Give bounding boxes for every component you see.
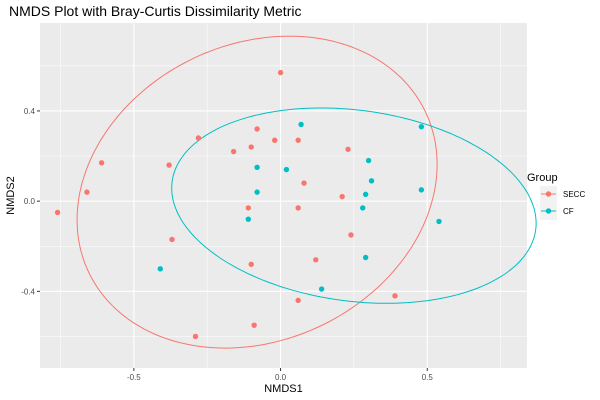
x-axis-title: NMDS1	[264, 383, 303, 395]
point-secc	[345, 146, 351, 152]
point-secc	[98, 160, 105, 166]
legend-title: Group	[527, 172, 558, 184]
point-secc	[84, 189, 90, 195]
point-secc	[192, 333, 199, 340]
point-cf	[298, 121, 304, 128]
point-secc	[271, 137, 278, 143]
ellipses	[76, 35, 537, 349]
point-secc	[392, 293, 398, 299]
point-secc	[277, 69, 284, 76]
point-cf	[362, 254, 369, 261]
point-cf	[365, 157, 372, 164]
point-cf	[318, 286, 325, 292]
point-secc	[251, 322, 257, 328]
legend-point-cf	[545, 208, 552, 214]
x-tick-label: 0.5	[422, 373, 434, 382]
point-secc	[248, 144, 254, 150]
point-secc	[245, 205, 251, 211]
y-tick-label: -0.4	[21, 287, 35, 296]
point-secc	[313, 257, 319, 263]
x-tick-label: -0.5	[127, 373, 141, 382]
point-secc	[169, 236, 175, 243]
point-cf	[360, 205, 366, 211]
x-tick-label: 0.0	[275, 373, 287, 382]
legend-point-secc	[545, 191, 552, 197]
point-secc	[195, 135, 202, 141]
y-axis-title: NMDS2	[5, 176, 17, 215]
point-secc	[348, 232, 354, 238]
point-secc	[339, 193, 345, 200]
point-cf	[254, 189, 260, 195]
point-secc	[295, 205, 301, 211]
point-cf	[254, 164, 260, 171]
point-secc	[254, 126, 260, 132]
legend-label-secc: SECC	[563, 190, 585, 199]
point-cf	[418, 124, 425, 130]
point-secc	[54, 209, 61, 216]
grid-major	[40, 23, 527, 368]
point-cf	[283, 166, 290, 173]
plot-panel	[40, 23, 527, 368]
point-secc	[230, 148, 237, 155]
point-cf	[418, 187, 425, 193]
points	[54, 69, 442, 340]
point-secc	[166, 162, 172, 168]
legend: Group SECC CF	[527, 172, 585, 220]
legend-label-cf: CF	[563, 207, 574, 216]
x-axis: -0.5 0.0 0.5	[127, 368, 433, 382]
point-secc	[248, 261, 254, 267]
point-cf	[362, 191, 369, 198]
point-cf	[436, 218, 442, 225]
point-secc	[301, 180, 307, 186]
point-secc	[295, 297, 301, 304]
chart-title: NMDS Plot with Bray-Curtis Dissimilarity…	[9, 3, 301, 19]
point-cf	[368, 178, 375, 184]
grid-minor	[40, 23, 527, 368]
y-axis: -0.4 0.0 0.4	[21, 107, 40, 296]
point-cf	[245, 216, 251, 222]
y-tick-label: 0.4	[24, 107, 36, 116]
point-cf	[157, 266, 163, 272]
ellipse-secc	[76, 35, 438, 349]
point-secc	[295, 137, 301, 143]
y-tick-label: 0.0	[24, 197, 36, 206]
ellipse-cf	[171, 107, 537, 304]
